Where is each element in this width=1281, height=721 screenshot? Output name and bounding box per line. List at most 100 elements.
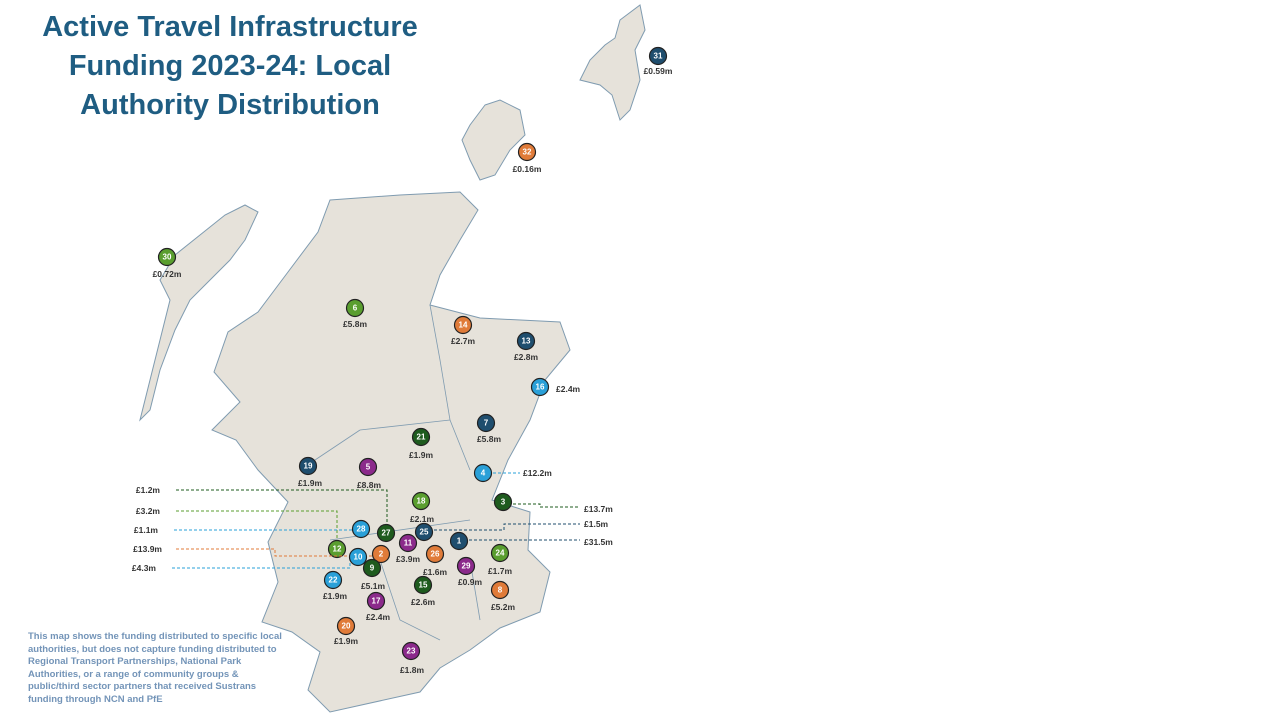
funding-amount: £1.9m: [298, 478, 323, 488]
marker: [490, 580, 510, 600]
marker-number: 15: [419, 581, 428, 590]
marker-number: 1: [457, 537, 462, 546]
leader-line: [176, 489, 388, 524]
funding-amount: £1.7m: [488, 566, 513, 576]
marker-number: 30: [163, 253, 172, 262]
leader-line: [513, 503, 580, 508]
marker: [398, 533, 418, 553]
funding-amount: £1.9m: [334, 636, 359, 646]
marker-number: 21: [417, 433, 426, 442]
marker-number: 11: [404, 539, 413, 548]
marker: [414, 522, 434, 542]
marker: [473, 463, 493, 483]
marker-number: 32: [523, 148, 532, 157]
funding-amount: £4.3m: [132, 563, 157, 573]
marker: [449, 531, 469, 551]
marker: [413, 575, 433, 595]
mainland: [211, 191, 571, 713]
funding-amount: £1.9m: [409, 450, 434, 460]
marker-number: 9: [370, 564, 375, 573]
marker-number: 8: [498, 586, 503, 595]
funding-amount: £1.5m: [584, 519, 609, 529]
marker-number: 17: [372, 597, 381, 606]
funding-amount: £13.7m: [584, 504, 613, 514]
funding-amount: £1.6m: [423, 567, 448, 577]
marker-number: 31: [654, 52, 663, 61]
marker-number: 20: [342, 622, 351, 631]
marker-number: 6: [353, 304, 358, 313]
marker-number: 4: [481, 469, 486, 478]
title: Active Travel Infrastructure Funding 202…: [42, 11, 418, 121]
marker: [327, 539, 347, 559]
marker-number: 18: [417, 497, 426, 506]
boundaries: [299, 304, 481, 641]
funding-amount: £8.8m: [357, 480, 382, 490]
marker-number: 10: [354, 553, 363, 562]
funding-amount: £2.8m: [514, 352, 539, 362]
marker-number: 28: [357, 525, 366, 534]
marker: [336, 616, 356, 636]
marker: [530, 377, 550, 397]
marker: [157, 247, 177, 267]
funding-amount: £2.7m: [451, 336, 476, 346]
funding-amount: £0.72m: [153, 269, 182, 279]
funding-amount: £5.2m: [491, 602, 516, 612]
funding-amount: £0.59m: [644, 66, 673, 76]
marker: [411, 491, 431, 511]
funding-amount: £3.9m: [396, 554, 421, 564]
shetland: [579, 4, 646, 121]
funding-amount: £2.6m: [411, 597, 436, 607]
marker-number: 24: [496, 549, 505, 558]
funding-amount: £2.4m: [556, 384, 581, 394]
marker: [401, 641, 421, 661]
leader-line: [172, 560, 351, 569]
marker-number: 25: [420, 528, 429, 537]
leader-line: [434, 523, 580, 531]
marker-number: 12: [333, 545, 342, 554]
marker: [362, 558, 382, 578]
marker-number: 22: [329, 576, 338, 585]
funding-amount: £0.9m: [458, 577, 483, 587]
funding-amount: £1.9m: [323, 591, 348, 601]
marker: [648, 46, 668, 66]
marker: [371, 544, 391, 564]
funding-amount: £12.2m: [523, 468, 552, 478]
funding-amount: £5.1m: [361, 581, 386, 591]
leader-line: [176, 548, 372, 557]
marker-number: 23: [407, 647, 416, 656]
marker-number: 13: [522, 337, 531, 346]
marker-number: 16: [536, 383, 545, 392]
funding-amount: £1.2m: [136, 485, 161, 495]
funding-amount: £2.4m: [366, 612, 391, 622]
marker: [348, 547, 368, 567]
marker-number: 2: [379, 550, 384, 559]
boundary: [299, 304, 481, 641]
funding-amount: £3.2m: [136, 506, 161, 516]
marker: [516, 331, 536, 351]
marker: [411, 427, 431, 447]
funding-amount: £5.8m: [477, 434, 502, 444]
land: [139, 4, 646, 713]
marker: [351, 519, 371, 539]
marker-number: 19: [304, 462, 313, 471]
marker: [376, 523, 396, 543]
footnote: This map shows the funding distributed t…: [28, 631, 282, 705]
outer-hebrides: [139, 204, 259, 422]
funding-amount: £13.9m: [133, 544, 162, 554]
marker-number: 7: [484, 419, 489, 428]
funding-amount: £1.8m: [400, 665, 425, 675]
funding-amount: £0.16m: [513, 164, 542, 174]
funding-amount: £1.1m: [134, 525, 159, 535]
marker: [298, 456, 318, 476]
marker-number: 26: [431, 550, 440, 559]
funding-amount: £31.5m: [584, 537, 613, 547]
marker-number: 27: [382, 529, 391, 538]
marker-number: 14: [459, 321, 468, 330]
marker-number: 29: [462, 562, 471, 571]
marker: [517, 142, 537, 162]
marker: [453, 315, 473, 335]
marker: [345, 298, 365, 318]
